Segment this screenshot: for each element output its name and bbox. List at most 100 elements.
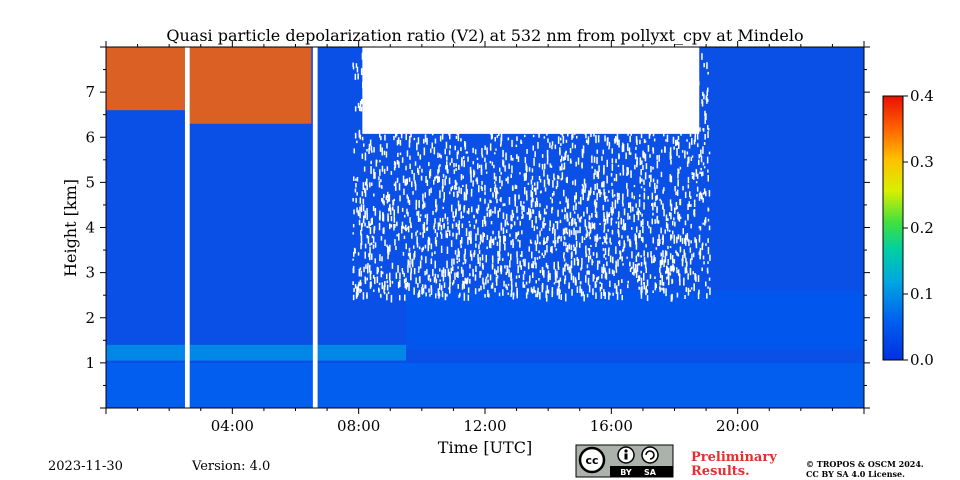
noise-speck — [543, 222, 545, 229]
noise-speck — [522, 75, 525, 79]
noise-speck — [652, 110, 654, 114]
noise-speck — [399, 139, 402, 146]
noise-speck — [413, 173, 415, 181]
noise-speck — [573, 59, 575, 68]
noise-speck — [667, 259, 669, 265]
noise-speck — [596, 252, 598, 259]
noise-speck — [444, 148, 446, 155]
noise-speck — [589, 216, 591, 220]
noise-speck — [457, 266, 459, 269]
noise-speck — [694, 237, 696, 243]
noise-speck — [428, 62, 430, 65]
noise-speck — [521, 230, 523, 235]
noise-speck — [552, 180, 554, 188]
noise-speck — [500, 222, 503, 231]
noise-speck — [461, 223, 464, 228]
noise-speck — [381, 282, 383, 290]
noise-speck — [615, 285, 618, 293]
layer-3 — [106, 47, 185, 111]
noise-speck — [433, 223, 436, 228]
noise-speck — [587, 277, 590, 286]
noise-speck — [644, 261, 647, 269]
noise-speck — [543, 217, 545, 223]
noise-speck — [393, 198, 395, 202]
noise-speck — [380, 179, 382, 183]
noise-speck — [705, 243, 707, 246]
noise-speck — [501, 59, 504, 64]
noise-speck — [451, 119, 453, 126]
noise-speck — [427, 88, 429, 94]
noise-speck — [586, 209, 588, 214]
noise-speck — [376, 276, 379, 284]
noise-speck — [592, 223, 595, 229]
noise-speck — [643, 282, 645, 290]
noise-speck — [518, 275, 520, 278]
noise-speck — [655, 247, 658, 250]
noise-speck — [383, 99, 385, 106]
noise-speck — [386, 244, 388, 248]
noise-speck — [669, 152, 672, 160]
noise-speck — [477, 227, 479, 236]
noise-speck — [589, 255, 592, 260]
noise-speck — [654, 257, 656, 262]
noise-speck — [609, 292, 611, 296]
noise-speck — [623, 93, 625, 99]
noise-speck — [423, 68, 425, 73]
noise-speck — [667, 66, 670, 74]
noise-speck — [390, 62, 393, 66]
noise-speck — [506, 265, 508, 268]
noise-speck — [572, 134, 574, 139]
noise-speck — [603, 236, 605, 240]
noise-speck — [692, 72, 694, 76]
noise-speck — [463, 127, 465, 132]
noise-speck — [452, 282, 454, 286]
noise-speck — [624, 81, 626, 85]
noise-speck — [390, 216, 393, 222]
noise-speck — [371, 253, 373, 260]
noise-speck — [458, 164, 460, 170]
noise-speck — [594, 213, 597, 218]
noise-speck — [374, 110, 376, 118]
noise-speck — [641, 160, 643, 165]
noise-speck — [522, 205, 525, 211]
noise-speck — [509, 260, 511, 268]
noise-speck — [471, 62, 473, 70]
noise-speck — [599, 99, 601, 105]
noise-speck — [631, 266, 633, 270]
noise-speck — [698, 289, 700, 294]
noise-speck — [678, 273, 681, 282]
noise-speck — [381, 96, 384, 99]
noise-speck — [687, 238, 689, 242]
noise-speck — [360, 223, 363, 231]
noise-speck — [627, 280, 629, 284]
noise-speck — [412, 191, 414, 195]
noise-speck — [601, 115, 603, 124]
noise-speck — [424, 69, 426, 73]
noise-speck — [672, 257, 674, 264]
noise-speck — [669, 199, 672, 207]
noise-speck — [446, 168, 448, 173]
noise-speck — [650, 58, 653, 66]
noise-speck — [394, 239, 396, 246]
noise-speck — [624, 223, 627, 231]
noise-speck — [459, 292, 461, 297]
noise-speck — [681, 261, 684, 267]
noise-speck — [430, 243, 433, 250]
noise-speck — [699, 171, 701, 174]
noise-speck — [428, 274, 431, 278]
noise-speck — [449, 276, 451, 284]
noise-speck — [636, 253, 639, 256]
noise-speck — [702, 255, 705, 260]
noise-speck — [502, 258, 504, 261]
noise-speck — [442, 173, 445, 178]
noise-speck — [449, 282, 451, 287]
noise-speck — [525, 292, 528, 299]
noise-speck — [445, 175, 447, 179]
noise-speck — [464, 68, 466, 74]
noise-speck — [401, 207, 404, 212]
noise-speck — [456, 61, 458, 69]
noise-speck — [676, 205, 678, 209]
noise-speck — [382, 95, 384, 100]
noise-speck — [622, 142, 624, 149]
noise-speck — [559, 201, 561, 204]
